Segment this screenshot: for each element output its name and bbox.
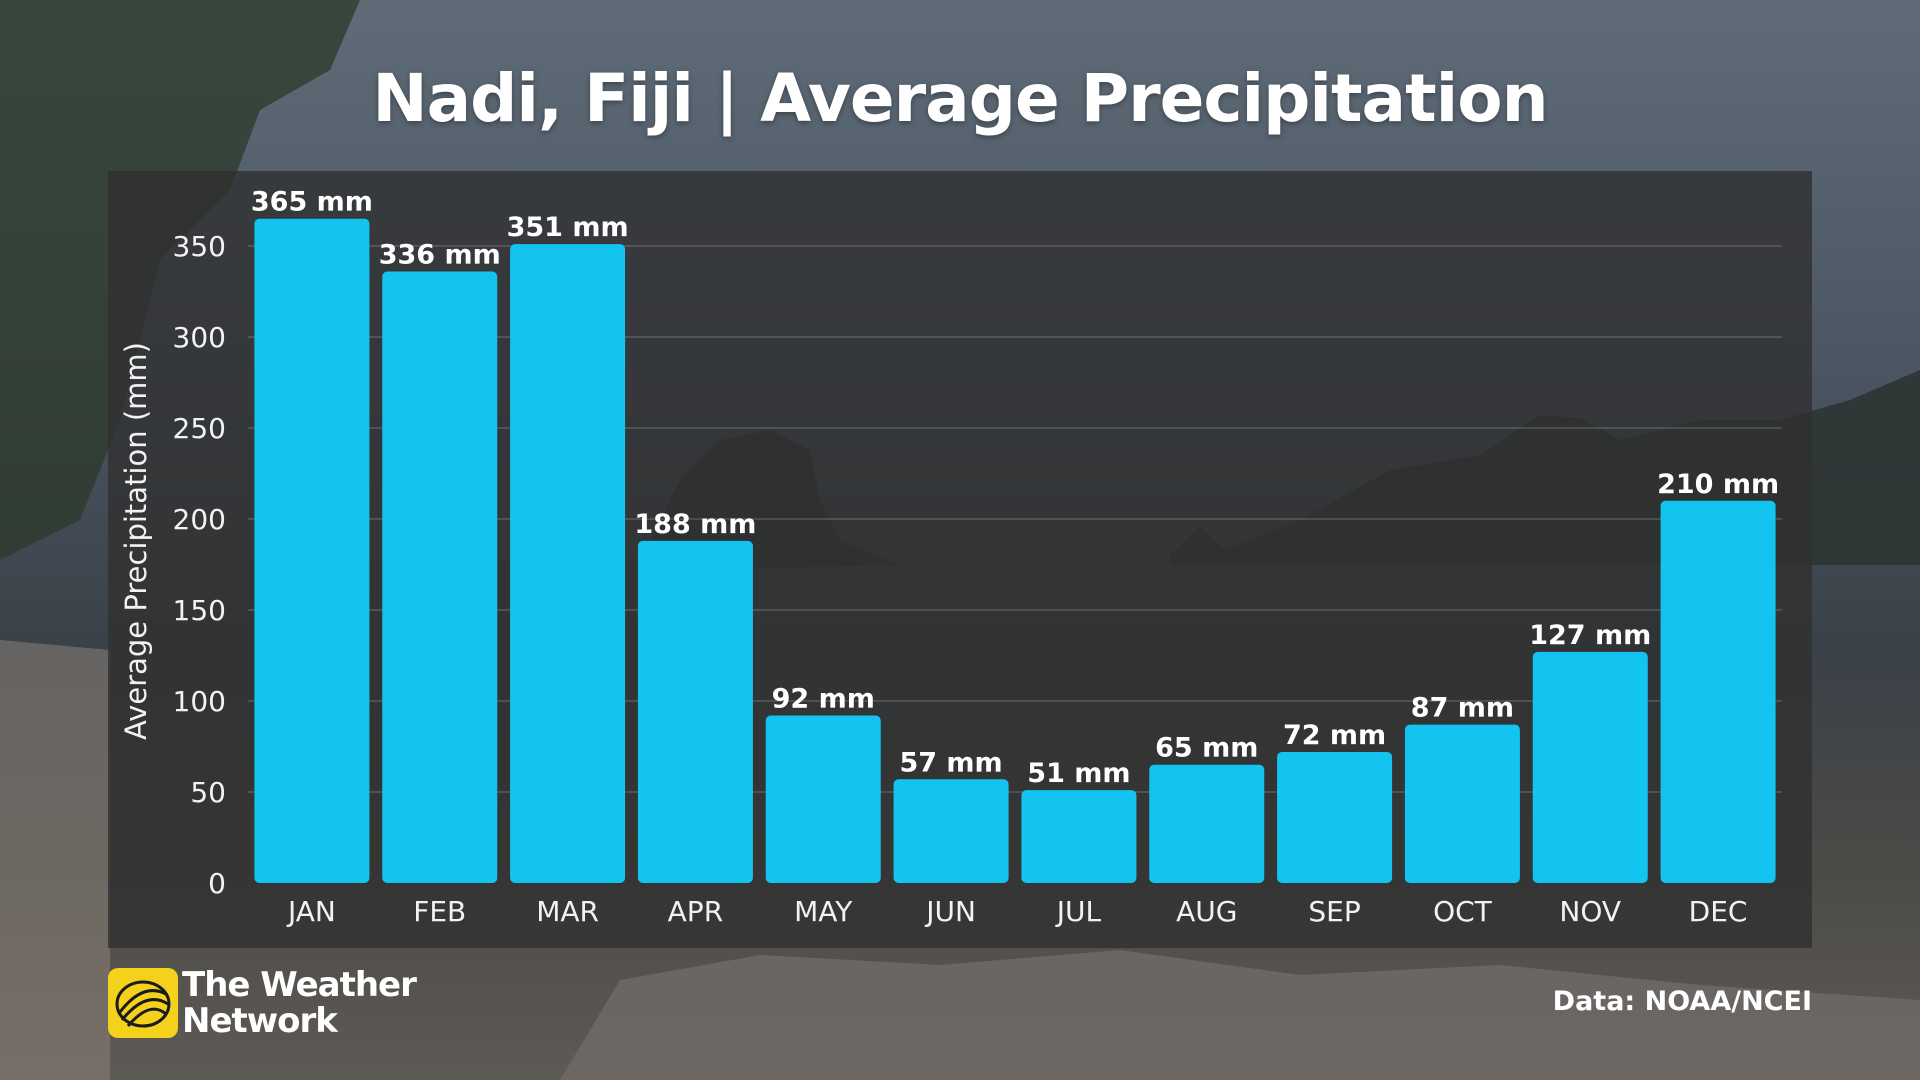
bar-jun <box>893 779 1009 883</box>
y-tick-label: 300 <box>173 321 226 354</box>
bar-apr <box>637 540 753 883</box>
y-tick-label: 50 <box>190 776 226 809</box>
bar-chart: 0 50 100 150 200 250 300 350 Average Precipitati… <box>119 187 1782 928</box>
x-tick-label: JUL <box>1055 895 1102 928</box>
data-label: 72 mm <box>1283 720 1386 751</box>
x-tick-label: NOV <box>1559 895 1621 928</box>
y-tick-label: 200 <box>173 503 226 536</box>
bar-feb <box>382 271 498 884</box>
brand-name: The Weather Network <box>182 967 452 1039</box>
bar-jan <box>254 218 370 883</box>
data-label: 127 mm <box>1529 620 1651 651</box>
x-tick-label: SEP <box>1308 895 1360 928</box>
x-tick-label: JUN <box>924 895 976 928</box>
weather-network-logo: The Weather Network <box>108 967 428 1042</box>
sand-shore-left <box>0 640 110 1080</box>
bar-sep <box>1277 751 1393 883</box>
bar-aug <box>1149 764 1265 883</box>
y-tick-label: 250 <box>173 412 226 445</box>
brand-name-line2: Network <box>182 1001 338 1041</box>
bar-jul <box>1021 790 1137 883</box>
x-tick-label: FEB <box>413 895 466 928</box>
data-label: 65 mm <box>1155 733 1258 764</box>
x-tick-label: JAN <box>286 895 336 928</box>
y-tick-label: 150 <box>173 594 226 627</box>
data-label: 365 mm <box>251 187 373 218</box>
data-label: 92 mm <box>772 684 875 715</box>
chart-panel: 0 50 100 150 200 250 300 350 Average Precipitati… <box>108 171 1812 948</box>
x-tick-label: DEC <box>1689 895 1748 928</box>
data-label: 210 mm <box>1657 469 1779 500</box>
bar-mar <box>510 244 626 883</box>
chart-title: Nadi, Fiji | Average Precipitation <box>372 60 1548 137</box>
rocky-shore <box>560 950 1920 1080</box>
y-tick-label: 350 <box>173 230 226 263</box>
data-label: 351 mm <box>507 212 629 243</box>
bar-may <box>765 715 881 883</box>
palm-foliage-left <box>0 0 360 560</box>
data-label: 336 mm <box>379 239 501 270</box>
bar-nov <box>1532 651 1648 883</box>
x-tick-label: MAY <box>794 895 853 928</box>
data-source: Data: NOAA/NCEI <box>1552 986 1812 1017</box>
brand-name-line1: The Weather <box>182 965 417 1005</box>
x-tick-label: MAR <box>536 895 599 928</box>
data-label: 188 mm <box>634 509 756 540</box>
bar-dec <box>1660 500 1776 883</box>
y-tick-label: 0 <box>208 867 226 900</box>
x-tick-label: OCT <box>1433 895 1493 928</box>
data-label: 51 mm <box>1027 758 1130 789</box>
globe-icon <box>108 968 178 1038</box>
data-label: 87 mm <box>1411 693 1514 724</box>
y-axis-label: Average Precipitation (mm) <box>119 342 153 740</box>
y-tick-label: 100 <box>173 685 226 718</box>
data-label: 57 mm <box>899 747 1002 778</box>
x-tick-label: AUG <box>1176 895 1237 928</box>
bar-oct <box>1404 724 1520 883</box>
x-tick-label: APR <box>668 895 724 928</box>
